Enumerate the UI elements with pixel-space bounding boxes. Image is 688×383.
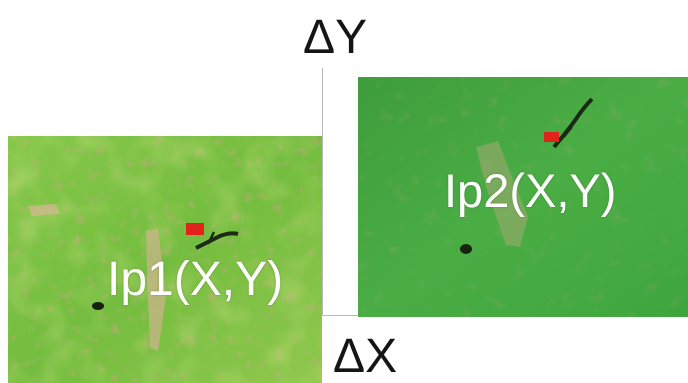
marker-image-2: [544, 132, 559, 142]
satellite-image-2: [358, 77, 688, 317]
vertical-axis-line: [322, 68, 323, 316]
image-2-label: Ip2(X,Y): [444, 164, 617, 217]
delta-y-label: ΔY: [303, 11, 368, 64]
satellite-image-2-texture: [358, 77, 688, 317]
delta-x-label: ΔX: [333, 330, 398, 383]
satellite-image-1-texture: [8, 136, 322, 383]
image-1-label: Ip1(X,Y): [107, 253, 284, 306]
marker-image-1: [186, 223, 204, 235]
horizontal-axis-line: [322, 315, 358, 316]
satellite-image-1: [8, 136, 322, 383]
